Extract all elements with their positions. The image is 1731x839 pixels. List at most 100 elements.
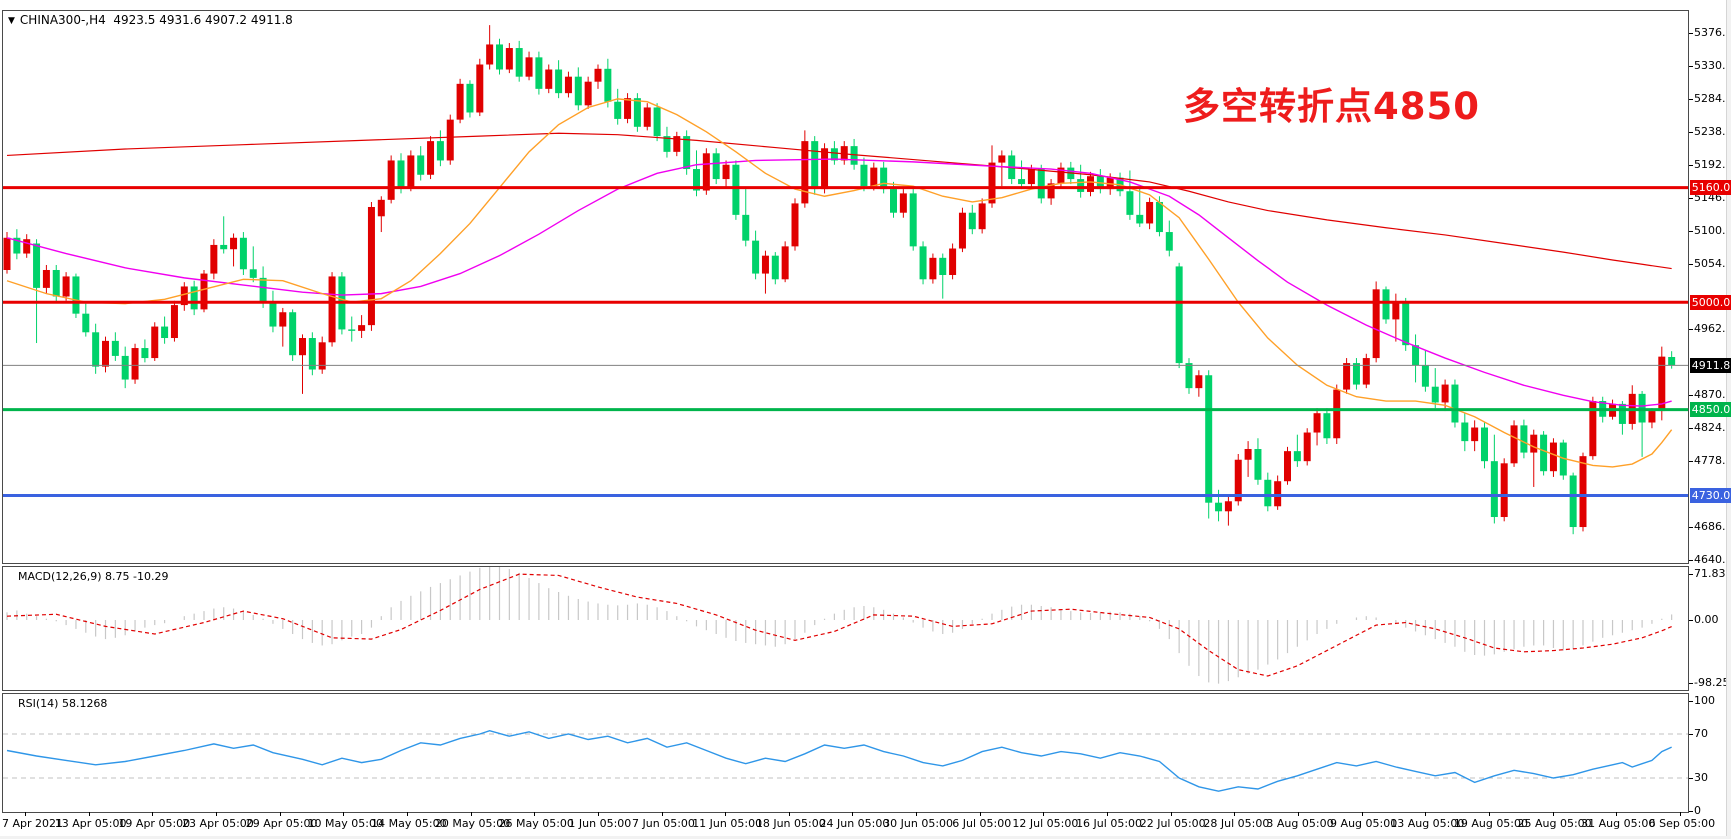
price-tick-4686: 4686.0 xyxy=(1694,520,1731,534)
bull-candle xyxy=(643,107,651,127)
time-label: 28 Jul 05:00 xyxy=(1203,817,1270,830)
bull-candle xyxy=(151,326,159,359)
bull-candle xyxy=(427,141,435,175)
axis-tick-mark xyxy=(1234,812,1236,816)
bear-candle xyxy=(111,340,119,356)
bear-candle xyxy=(811,141,819,190)
chart-title: ▼ CHINA300-,H4 4923.5 4931.6 4907.2 4911.… xyxy=(8,13,293,27)
bull-candle xyxy=(702,153,710,191)
axis-tick-mark xyxy=(1689,329,1693,331)
bull-candle xyxy=(958,212,966,249)
bear-candle xyxy=(1165,232,1173,251)
axis-tick-mark xyxy=(406,812,408,816)
axis-tick-mark xyxy=(1361,812,1363,816)
axis-tick-mark xyxy=(979,812,981,816)
bear-candle xyxy=(693,169,700,191)
rsi-pane[interactable] xyxy=(2,693,1689,813)
price-tick-4778: 4778.0 xyxy=(1694,454,1731,468)
bull-candle xyxy=(446,119,454,161)
price-tick-5238: 5238.0 xyxy=(1694,124,1731,138)
main-price-pane[interactable] xyxy=(2,10,1689,564)
bear-candle xyxy=(1520,425,1528,453)
time-label: 11 Jun 05:00 xyxy=(692,817,763,830)
axis-tick-mark xyxy=(1616,812,1618,816)
bear-candle xyxy=(909,193,917,247)
bull-candle xyxy=(1057,167,1065,184)
bull-candle xyxy=(1027,169,1035,185)
bull-candle xyxy=(279,312,287,327)
axis-tick-mark xyxy=(1689,620,1693,621)
bull-candle xyxy=(791,203,799,247)
axis-tick-mark xyxy=(1170,812,1172,816)
bull-candle xyxy=(102,340,109,367)
bear-candle xyxy=(1461,422,1469,442)
time-label: 10 May 05:00 xyxy=(307,817,383,830)
bear-candle xyxy=(919,246,927,280)
bear-candle xyxy=(732,164,740,215)
axis-tick-mark xyxy=(1689,461,1693,463)
axis-tick-mark xyxy=(343,812,345,816)
macd-chart[interactable] xyxy=(3,567,1688,690)
bear-candle xyxy=(141,348,149,359)
axis-tick-mark xyxy=(597,812,599,816)
price-tick-5284: 5284.0 xyxy=(1694,91,1731,105)
axis-tick-mark xyxy=(1689,811,1693,812)
bull-candle xyxy=(978,203,986,230)
bear-candle xyxy=(121,355,129,380)
bear-candle xyxy=(161,326,169,339)
bear-candle xyxy=(515,48,523,77)
axis-tick-mark xyxy=(1689,230,1693,232)
dropdown-triangle-icon[interactable]: ▼ xyxy=(8,16,15,26)
bear-candle xyxy=(1540,434,1548,472)
candlestick-chart[interactable] xyxy=(3,11,1688,563)
bull-candle xyxy=(180,286,188,306)
axis-tick-mark xyxy=(1689,428,1693,430)
price-badge-5000.0: 5000.0 xyxy=(1690,294,1731,310)
bull-candle xyxy=(1658,356,1666,412)
time-label: 14 May 05:00 xyxy=(371,817,447,830)
bear-candle xyxy=(1155,201,1163,233)
axis-tick-mark xyxy=(1689,778,1693,779)
bear-candle xyxy=(496,44,503,70)
axis-tick-mark xyxy=(1689,734,1693,735)
bear-candle xyxy=(712,153,720,180)
bull-candle xyxy=(1195,375,1203,389)
axis-tick-mark xyxy=(215,812,217,816)
rsi-tick-30: 30 xyxy=(1694,771,1708,784)
bear-candle xyxy=(308,338,316,370)
time-label: 19 Apr 05:00 xyxy=(118,817,191,830)
bear-candle xyxy=(1205,375,1213,503)
bull-candle xyxy=(1343,363,1351,390)
macd-pane[interactable] xyxy=(2,566,1689,691)
bear-candle xyxy=(1254,448,1262,480)
bull-candle xyxy=(929,257,937,280)
axis-tick-mark xyxy=(1689,559,1693,561)
axis-tick-mark xyxy=(661,812,663,816)
rsi-tick-100: 100 xyxy=(1694,694,1715,707)
axis-tick-mark xyxy=(1689,98,1693,100)
bear-candle xyxy=(1490,461,1498,518)
bear-candle xyxy=(52,269,60,297)
time-label: 9 Aug 05:00 xyxy=(1330,817,1398,830)
price-tick-5054: 5054.0 xyxy=(1694,256,1731,270)
axis-tick-mark xyxy=(1689,395,1693,397)
bear-candle xyxy=(1215,502,1223,512)
bull-candle xyxy=(998,155,1006,163)
ma-orange-line xyxy=(6,98,1673,468)
bear-candle xyxy=(1402,302,1410,346)
time-label: 18 Jun 05:00 xyxy=(755,817,826,830)
rsi-chart[interactable] xyxy=(3,694,1688,812)
axis-tick-mark xyxy=(1689,65,1693,67)
bear-candle xyxy=(535,57,543,89)
bull-candle xyxy=(722,164,730,180)
time-label: 19 Aug 05:00 xyxy=(1453,817,1529,830)
bear-candle xyxy=(1037,169,1045,199)
bear-candle xyxy=(417,155,425,175)
bull-candle xyxy=(1579,456,1587,528)
axis-tick-mark xyxy=(1679,812,1681,816)
bull-candle xyxy=(1530,434,1538,453)
bear-candle xyxy=(1293,451,1301,462)
bull-candle xyxy=(949,248,957,276)
time-label: 31 Aug 05:00 xyxy=(1581,817,1656,830)
